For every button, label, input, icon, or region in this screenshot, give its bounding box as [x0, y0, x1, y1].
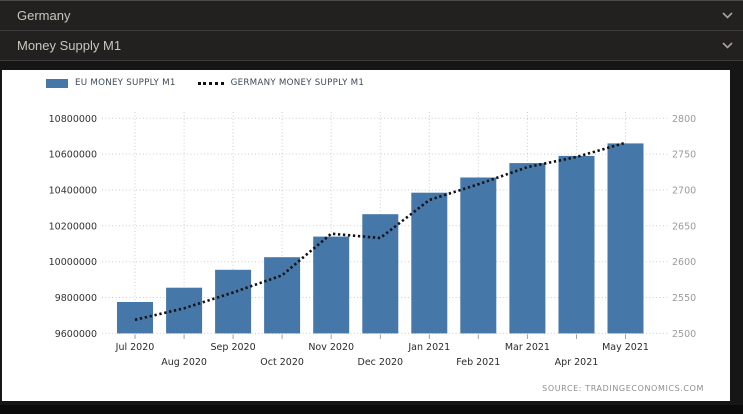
bar-mar-2021[interactable]	[509, 163, 546, 334]
x-axis-label: Oct 2020	[260, 357, 304, 368]
country-selector-label: Germany	[17, 8, 71, 23]
x-axis-label: Sep 2020	[211, 342, 256, 353]
left-axis-tick-label: 9600000	[55, 329, 97, 340]
bar-apr-2021[interactable]	[558, 155, 595, 334]
right-axis-tick-label: 2550	[672, 293, 696, 304]
left-axis-tick-label: 10200000	[49, 221, 97, 232]
bar-sep-2020[interactable]	[215, 269, 252, 334]
x-axis-label: Feb 2021	[456, 357, 500, 368]
source-attribution: SOURCE: TRADINGECONOMICS.COM	[542, 384, 704, 393]
x-axis-label: Jul 2020	[115, 342, 155, 353]
chart-legend: EU MONEY SUPPLY M1 GERMANY MONEY SUPPLY …	[46, 78, 364, 88]
chart-svg: 9600000 2500 9800000 2550 10000000 2600 102000…	[49, 112, 696, 368]
chevron-down-icon[interactable]	[722, 42, 733, 49]
indicator-selector-label: Money Supply M1	[17, 38, 122, 53]
legend-item-eu[interactable]: EU MONEY SUPPLY M1	[46, 78, 176, 88]
right-axis-tick-label: 2800	[672, 114, 696, 125]
x-axis-label: Apr 2021	[555, 357, 599, 368]
bar-jan-2021[interactable]	[411, 192, 448, 334]
right-axis-tick-label: 2700	[672, 186, 696, 197]
x-axis-label: Aug 2020	[161, 357, 207, 368]
app-header: Germany Money Supply M1	[0, 0, 743, 61]
indicator-selector[interactable]: Money Supply M1	[0, 31, 743, 61]
bar-may-2021[interactable]	[607, 143, 644, 334]
left-axis-tick-label: 9800000	[55, 293, 97, 304]
chart-panel: 9600000 2500 9800000 2550 10000000 2600 102000…	[2, 70, 730, 401]
left-axis-tick-label: 10000000	[49, 257, 97, 268]
dotted-line-swatch-icon	[197, 81, 224, 85]
bar-nov-2020[interactable]	[313, 236, 350, 334]
left-axis-tick-label: 10400000	[49, 186, 97, 197]
bar-dec-2020[interactable]	[362, 214, 399, 334]
legend-label-eu: EU MONEY SUPPLY M1	[75, 78, 176, 88]
x-axis-label: Nov 2020	[308, 342, 354, 353]
bottom-dark-strip	[0, 405, 743, 414]
right-axis-tick-label: 2500	[672, 329, 696, 340]
x-axis-label: Dec 2020	[358, 357, 404, 368]
bar-jul-2020[interactable]	[117, 302, 153, 334]
bar-feb-2021[interactable]	[460, 177, 497, 334]
bar-oct-2020[interactable]	[264, 257, 301, 334]
left-axis-tick-label: 10800000	[49, 114, 97, 125]
x-axis-label: Jan 2021	[407, 342, 450, 353]
x-axis-label: May 2021	[602, 342, 649, 353]
country-selector[interactable]: Germany	[0, 1, 743, 31]
x-axis-label: Mar 2021	[505, 342, 550, 353]
bar-swatch-icon	[46, 78, 68, 88]
chevron-down-icon[interactable]	[722, 12, 733, 19]
bar-aug-2020[interactable]	[166, 287, 203, 334]
right-axis-tick-label: 2600	[672, 257, 696, 268]
legend-label-germany: GERMANY MONEY SUPPLY M1	[230, 78, 365, 88]
left-axis-tick-label: 10600000	[49, 150, 97, 161]
legend-item-germany[interactable]: GERMANY MONEY SUPPLY M1	[197, 78, 365, 88]
right-axis-tick-label: 2650	[672, 221, 696, 232]
right-axis-tick-label: 2750	[672, 150, 696, 161]
